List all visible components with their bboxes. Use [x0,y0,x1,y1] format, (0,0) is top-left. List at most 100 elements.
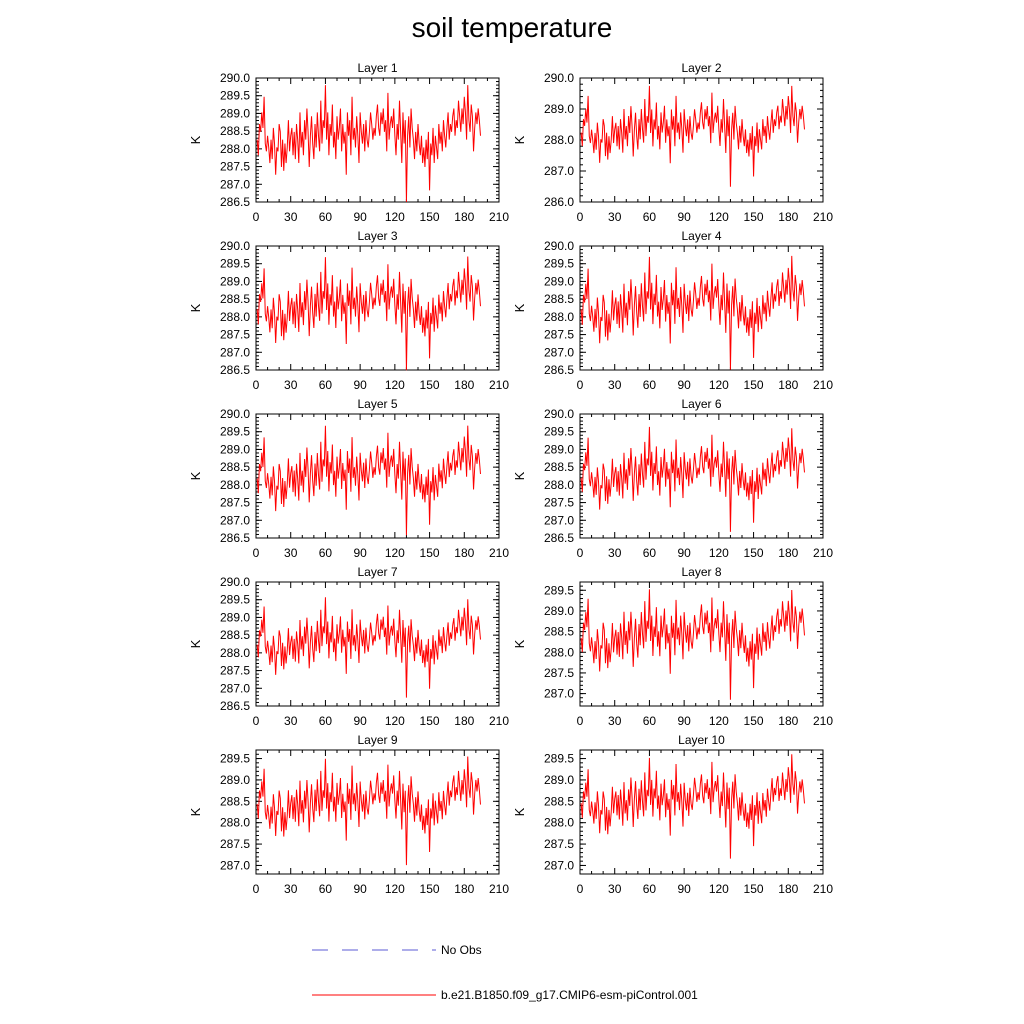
x-tick-label: 150 [420,210,440,224]
x-tick-label: 30 [284,546,298,560]
y-tick-label: 287.0 [544,513,574,527]
panel-title: Layer 3 [357,229,397,243]
y-tick-label: 290.0 [220,239,250,253]
x-tick-label: 90 [353,378,367,392]
x-tick-label: 90 [353,546,367,560]
y-tick-label: 290.0 [544,239,574,253]
y-tick-label: 288.5 [220,292,250,306]
x-tick-label: 210 [813,378,833,392]
legend-label-model: b.e21.B1850.f09_g17.CMIP6-esm-piControl.… [441,988,698,1002]
y-tick-label: 288.0 [544,645,574,659]
series-line [256,425,481,536]
x-tick-label: 60 [319,546,333,560]
x-tick-label: 210 [813,714,833,728]
y-tick-label: 289.5 [544,425,574,439]
x-tick-label: 0 [253,378,260,392]
x-tick-label: 90 [353,714,367,728]
x-tick-label: 180 [454,546,474,560]
panel-8: Layer 8 K 0 30 60 90 120 150 180 210 287.0 287.5 288… [512,565,833,728]
y-tick-label: 289.5 [544,583,574,597]
x-tick-label: 120 [385,714,405,728]
y-axis-label: K [188,807,203,816]
panel-title: Layer 10 [678,733,725,747]
y-tick-label: 290.0 [220,407,250,421]
y-tick-label: 287.0 [544,164,574,178]
y-tick-label: 288.5 [544,292,574,306]
x-tick-label: 150 [420,714,440,728]
y-tick-label: 288.0 [544,310,574,324]
x-tick-label: 150 [420,378,440,392]
panel-title: Layer 2 [681,61,721,75]
series-line [580,754,805,859]
plot-frame [579,413,824,539]
y-tick-label: 289.0 [544,604,574,618]
y-tick-label: 286.5 [220,195,250,209]
y-tick-label: 287.0 [544,687,574,701]
y-tick-label: 288.0 [220,142,250,156]
panel-title: Layer 9 [357,733,397,747]
y-tick-label: 289.0 [220,274,250,288]
x-tick-label: 60 [643,546,657,560]
y-tick-label: 289.5 [220,257,250,271]
panel-5: Layer 5 K 0 30 60 90 120 150 180 210 286.5 287.0 287… [188,397,509,560]
x-tick-label: 30 [608,546,622,560]
y-axis-label: K [512,303,527,312]
y-tick-label: 287.5 [544,837,574,851]
y-tick-label: 287.5 [220,664,250,678]
panel-title: Layer 6 [681,397,721,411]
x-tick-label: 120 [385,210,405,224]
x-tick-label: 120 [385,882,405,896]
plot-frame [255,245,500,371]
y-tick-label: 287.0 [220,513,250,527]
x-tick-label: 210 [489,882,509,896]
x-tick-label: 60 [319,210,333,224]
y-axis-label: K [512,807,527,816]
y-tick-label: 286.5 [220,531,250,545]
y-tick-label: 290.0 [220,71,250,85]
x-tick-label: 120 [709,546,729,560]
series-line [256,256,481,371]
x-tick-label: 180 [454,378,474,392]
x-tick-label: 150 [420,546,440,560]
plot-frame [255,413,500,539]
x-tick-label: 0 [577,882,584,896]
x-tick-label: 90 [677,882,691,896]
y-tick-label: 287.0 [220,177,250,191]
y-tick-label: 286.5 [544,531,574,545]
panel-title: Layer 8 [681,565,721,579]
x-tick-label: 90 [353,210,367,224]
y-tick-label: 287.5 [220,496,250,510]
x-tick-label: 90 [677,210,691,224]
y-tick-label: 289.5 [220,425,250,439]
x-tick-label: 30 [608,210,622,224]
x-tick-label: 30 [608,882,622,896]
panel-title: Layer 5 [357,397,397,411]
x-tick-label: 0 [577,714,584,728]
x-tick-label: 90 [353,882,367,896]
panel-title: Layer 1 [357,61,397,75]
y-tick-label: 288.5 [220,460,250,474]
series-line [580,426,805,532]
x-tick-label: 180 [778,882,798,896]
x-tick-label: 120 [385,378,405,392]
x-tick-label: 210 [489,714,509,728]
x-tick-label: 120 [709,882,729,896]
legend-label-no-obs: No Obs [441,943,482,957]
y-tick-label: 287.0 [220,345,250,359]
x-tick-label: 150 [744,210,764,224]
y-tick-label: 289.5 [544,257,574,271]
panel-3: Layer 3 K 0 30 60 90 120 150 180 210 286.5 287.0 287… [188,229,509,392]
y-tick-label: 289.0 [220,773,250,787]
y-tick-label: 290.0 [544,407,574,421]
y-tick-label: 290.0 [220,575,250,589]
x-tick-label: 120 [709,714,729,728]
y-tick-label: 288.5 [544,625,574,639]
x-tick-label: 30 [284,882,298,896]
panel-10: Layer 10 K 0 30 60 90 120 150 180 210 287.0 287.5 28… [512,733,833,896]
y-tick-label: 286.5 [220,363,250,377]
x-tick-label: 150 [420,882,440,896]
x-tick-label: 0 [577,546,584,560]
y-tick-label: 287.0 [544,858,574,872]
